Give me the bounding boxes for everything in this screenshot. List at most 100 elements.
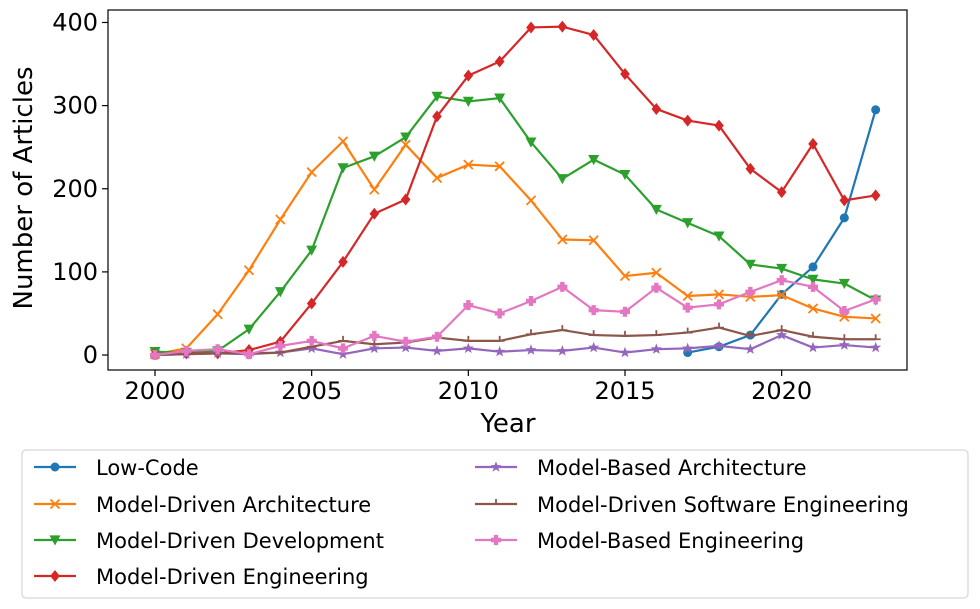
legend-marker xyxy=(490,461,502,472)
data-point-model-driven-engineering xyxy=(463,69,474,82)
data-point-model-driven-software-engineering xyxy=(494,335,505,342)
data-point-model-driven-engineering xyxy=(714,119,724,132)
data-point-model-driven-architecture xyxy=(400,139,411,150)
legend-marker xyxy=(50,570,60,582)
legend-label: Model-Driven Software Engineering xyxy=(537,493,909,517)
data-point-model-driven-development xyxy=(525,137,537,148)
data-point-model-driven-architecture xyxy=(243,265,255,276)
data-point-model-driven-architecture xyxy=(306,166,317,178)
data-point-model-based-engineering xyxy=(306,335,317,346)
data-point-model-driven-architecture xyxy=(839,311,850,322)
data-point-model-driven-engineering xyxy=(776,186,787,199)
data-point-model-driven-engineering xyxy=(400,193,411,206)
data-point-model-based-engineering xyxy=(150,350,160,361)
data-point-model-based-engineering xyxy=(463,300,474,311)
data-point-model-driven-architecture xyxy=(651,267,662,278)
legend-marker xyxy=(50,462,60,472)
data-point-model-based-engineering xyxy=(808,281,818,292)
data-point-model-based-engineering xyxy=(181,345,192,356)
data-point-model-driven-development xyxy=(306,245,318,256)
data-point-model-driven-architecture xyxy=(494,161,505,172)
legend-items: Low-Code Model-Driven Architecture Model-D… xyxy=(34,456,909,589)
x-axis-label: Year xyxy=(479,409,535,439)
data-point-model-driven-architecture xyxy=(557,234,568,245)
series-layer xyxy=(149,20,882,361)
data-point-model-based-architecture xyxy=(776,329,788,340)
data-point-model-driven-development xyxy=(431,91,443,102)
data-point-model-driven-development xyxy=(368,151,380,162)
data-point-model-driven-architecture xyxy=(212,309,223,320)
data-point-model-driven-engineering xyxy=(839,194,850,207)
data-point-model-driven-development xyxy=(494,93,506,104)
y-tick-label: 200 xyxy=(52,175,98,203)
legend-label: Model-Driven Development xyxy=(96,529,384,553)
legend-label: Low-Code xyxy=(96,456,199,480)
data-point-model-driven-architecture xyxy=(776,290,787,301)
data-point-model-driven-architecture xyxy=(431,172,443,184)
data-point-model-driven-development xyxy=(462,96,474,107)
plot-frame xyxy=(107,9,908,371)
legend-item-model-based-engineering: Model-Based Engineering xyxy=(475,529,804,553)
legend-item-low-code: Low-Code xyxy=(34,456,199,480)
data-point-model-driven-engineering xyxy=(870,189,881,202)
data-point-model-driven-software-engineering xyxy=(463,335,474,342)
data-point-model-driven-software-engineering xyxy=(338,335,348,342)
data-point-model-driven-engineering xyxy=(526,21,536,34)
data-point-model-driven-engineering xyxy=(651,102,662,115)
data-point-model-based-architecture xyxy=(556,345,568,356)
data-point-model-driven-architecture xyxy=(807,303,819,314)
data-point-model-based-engineering xyxy=(526,295,536,306)
data-point-model-driven-architecture xyxy=(682,290,693,302)
data-point-model-based-architecture xyxy=(870,341,882,353)
legend-label: Model-Based Architecture xyxy=(537,456,807,480)
data-point-model-driven-software-engineering xyxy=(526,329,536,336)
data-point-model-based-architecture xyxy=(525,344,537,355)
data-point-model-driven-software-engineering xyxy=(651,330,662,336)
data-point-model-driven-architecture xyxy=(870,313,881,324)
legend-marker xyxy=(49,535,61,546)
data-point-model-driven-architecture xyxy=(463,159,474,170)
legend-marker xyxy=(491,535,501,545)
data-point-model-driven-engineering xyxy=(745,162,756,175)
data-point-model-driven-engineering xyxy=(338,255,348,268)
data-point-model-driven-development xyxy=(682,218,694,229)
legend-item-model-driven-architecture: Model-Driven Architecture xyxy=(34,493,371,517)
legend-item-model-driven-development: Model-Driven Development xyxy=(34,529,384,553)
data-point-model-based-engineering xyxy=(369,330,380,341)
data-point-model-based-engineering xyxy=(745,286,756,297)
data-point-model-based-engineering xyxy=(620,306,630,317)
data-point-model-based-engineering xyxy=(275,340,286,351)
data-point-model-driven-engineering xyxy=(682,114,693,127)
data-point-model-based-architecture xyxy=(838,339,850,350)
legend-label: Model-Based Engineering xyxy=(537,529,804,553)
data-point-model-driven-architecture xyxy=(369,184,380,195)
data-point-model-based-engineering xyxy=(212,344,223,355)
data-point-model-driven-development xyxy=(838,278,850,290)
data-point-model-based-architecture xyxy=(494,345,506,357)
data-point-model-driven-software-engineering xyxy=(557,325,568,331)
data-point-model-driven-software-engineering xyxy=(588,330,599,336)
data-point-model-driven-architecture xyxy=(337,136,349,147)
data-point-model-driven-development xyxy=(776,263,788,275)
x-tick-label: 2015 xyxy=(594,377,655,405)
data-point-model-driven-engineering xyxy=(494,55,505,68)
data-point-model-based-engineering xyxy=(682,302,693,313)
data-point-model-based-engineering xyxy=(494,308,505,319)
data-point-model-based-architecture xyxy=(619,346,631,358)
data-point-model-based-architecture xyxy=(368,342,380,354)
legend-label: Model-Driven Engineering xyxy=(96,565,369,589)
series-model-driven-development xyxy=(149,91,882,359)
x-tick-label: 2000 xyxy=(124,377,185,405)
data-point-model-driven-development xyxy=(243,324,255,335)
data-point-model-driven-development xyxy=(650,204,662,216)
data-point-model-driven-development xyxy=(588,154,600,166)
data-point-model-driven-software-engineering xyxy=(776,325,787,331)
data-point-model-driven-engineering xyxy=(588,28,599,41)
data-point-model-based-engineering xyxy=(432,331,442,342)
axis-layer: 2000 2005 2010 2015 2020 0 100 200 300 400 xyxy=(52,8,812,405)
data-point-model-driven-engineering xyxy=(432,110,442,123)
data-point-model-driven-development xyxy=(337,163,349,174)
data-point-model-driven-software-engineering xyxy=(620,330,630,337)
series-line-model-driven-software-engineering xyxy=(154,326,876,357)
data-point-model-based-architecture xyxy=(400,341,412,353)
